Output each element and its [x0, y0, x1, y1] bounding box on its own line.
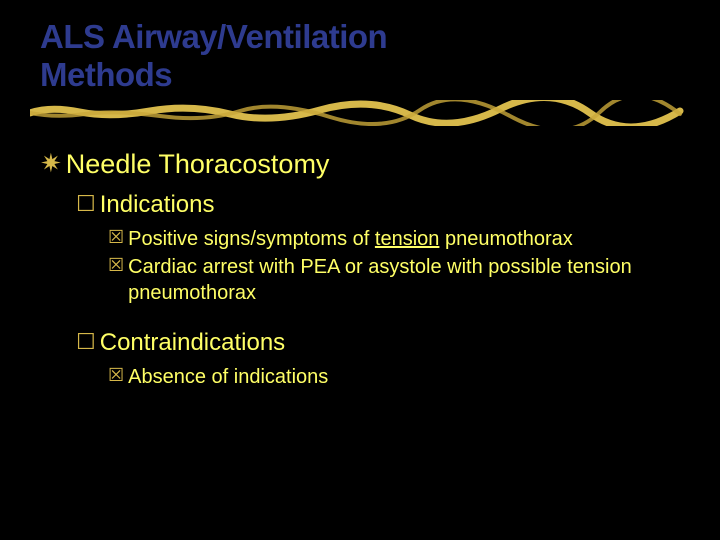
- pt1-b-underlined: tension: [375, 228, 440, 250]
- slide-title: ALS Airway/Ventilation Methods: [40, 18, 690, 94]
- xsquare-icon: ☒: [108, 226, 124, 249]
- title-underline: [40, 104, 680, 122]
- spacer: [40, 308, 690, 322]
- xsquare-icon: ☒: [108, 254, 124, 277]
- bullet-level3: ☒ Positive signs/symptoms of tension pne…: [108, 226, 690, 252]
- title-line-1: ALS Airway/Ventilation: [40, 18, 387, 55]
- level3-text: Cardiac arrest with PEA or asystole with…: [128, 254, 690, 306]
- bullet-level3: ☒ Absence of indications: [108, 364, 690, 390]
- bullet-level2: ☐ Indications: [76, 190, 690, 220]
- xsquare-icon: ☒: [108, 364, 124, 387]
- title-line-2: Methods: [40, 56, 172, 93]
- level2-text: Contraindications: [100, 328, 285, 358]
- bullet-level3: ☒ Cardiac arrest with PEA or asystole wi…: [108, 254, 690, 306]
- slide: ALS Airway/Ventilation Methods ✷ Needle …: [0, 0, 720, 540]
- level3-text: Absence of indications: [128, 364, 328, 390]
- bullet-level2: ☐ Contraindications: [76, 328, 690, 358]
- star-icon: ✷: [40, 148, 62, 179]
- slide-content: ✷ Needle Thoracostomy ☐ Indications ☒ Po…: [40, 148, 690, 390]
- level2-text: Indications: [100, 190, 215, 220]
- level1-text: Needle Thoracostomy: [66, 148, 330, 180]
- bullet-level1: ✷ Needle Thoracostomy: [40, 148, 690, 180]
- pt1-a: Positive signs/symptoms of: [128, 228, 375, 250]
- square-icon: ☐: [76, 328, 96, 356]
- pt1-c: pneumothorax: [439, 228, 572, 250]
- level3-text: Positive signs/symptoms of tension pneum…: [128, 226, 573, 252]
- square-icon: ☐: [76, 190, 96, 218]
